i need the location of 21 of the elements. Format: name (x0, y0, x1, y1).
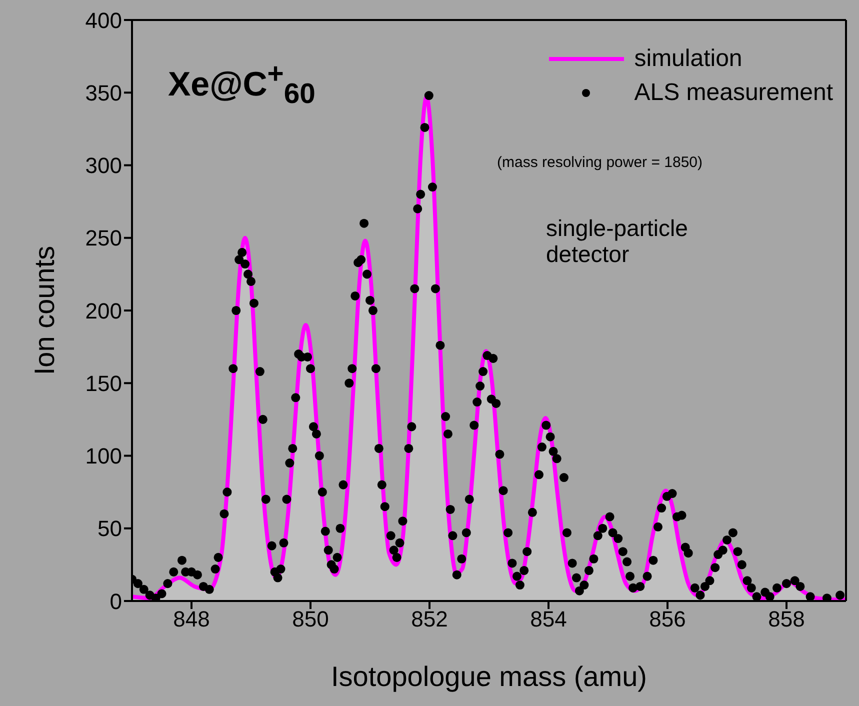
y-tick-label: 300 (85, 153, 122, 178)
y-tick-label: 150 (85, 370, 122, 396)
y-tick-label: 50 (98, 516, 122, 542)
y-tick-label: 200 (85, 298, 122, 324)
annotation: (mass resolving power = 1850) (497, 154, 703, 172)
x-tick-label: 852 (411, 606, 448, 632)
annotation: single-particle detector (546, 215, 689, 268)
x-tick-label: 858 (768, 606, 805, 632)
legend-label: simulation (634, 45, 742, 73)
x-tick-label: 850 (292, 606, 329, 632)
legend-label: ALS measurement (634, 79, 833, 107)
x-axis-title: Isotopologue mass (amu) (331, 661, 647, 692)
x-tick-label: 848 (173, 606, 210, 632)
y-tick-label: 0 (110, 588, 122, 614)
x-tick-label: 854 (530, 606, 567, 632)
y-tick-label: 100 (85, 444, 122, 469)
y-tick-label: 400 (85, 8, 122, 33)
x-tick-label: 856 (649, 606, 686, 632)
y-tick-label: 250 (85, 226, 122, 251)
y-tick-label: 350 (85, 80, 122, 106)
y-axis-title: Ion counts (28, 246, 60, 376)
